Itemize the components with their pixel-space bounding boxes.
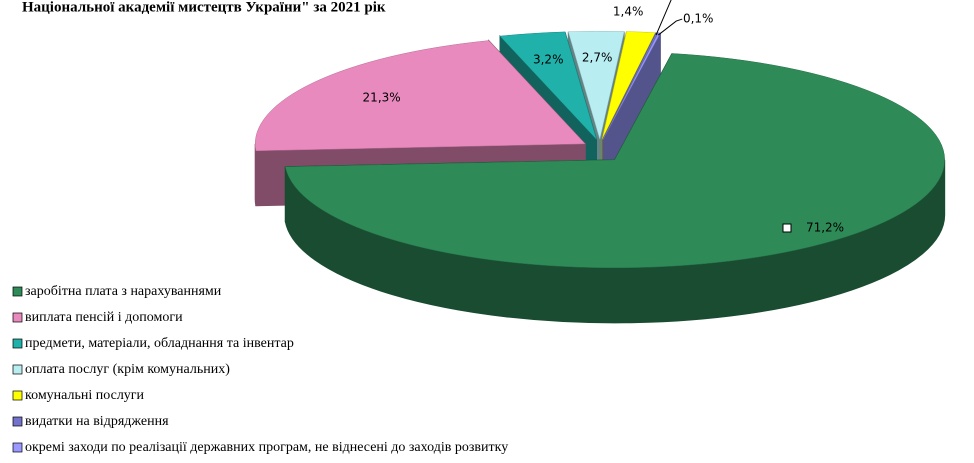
legend-swatch — [12, 364, 23, 375]
legend-swatch — [12, 312, 23, 323]
leader-line — [655, 0, 672, 36]
slice-group — [284, 53, 946, 324]
slice — [255, 40, 586, 152]
legend-label: комунальні послуги — [25, 388, 145, 403]
leader-line — [657, 18, 683, 36]
data-label: 71,2% — [806, 221, 844, 235]
data-label: 1,4% — [613, 5, 644, 19]
chart-title: Національної академії мистецтв України" … — [22, 0, 386, 15]
legend-swatch — [12, 416, 23, 427]
legend-label: предмети, матеріали, обладнання та інвен… — [25, 336, 294, 351]
data-label: 21,3% — [363, 90, 401, 104]
slice — [567, 30, 625, 141]
data-label: 3,2% — [533, 52, 564, 66]
legend-swatch — [12, 442, 23, 453]
legend-label: виплата пенсій і допомоги — [25, 310, 183, 325]
slice — [601, 31, 656, 140]
legend-label: заробітна плата з нарахуваннями — [25, 284, 222, 299]
legend-swatch — [12, 286, 23, 297]
slice-outer-side — [254, 143, 257, 206]
legend-label: оплата послуг (крім комунальних) — [25, 362, 230, 377]
legend-swatch — [12, 338, 23, 349]
legend-label: видатки на відрядження — [25, 414, 169, 429]
data-label: 0,1% — [683, 12, 714, 26]
slice — [499, 31, 597, 140]
legend-label: окремі заходи по реалізації державних пр… — [25, 440, 508, 455]
legend-swatch — [12, 390, 23, 401]
data-label: 2,7% — [582, 51, 613, 65]
slice — [285, 53, 945, 269]
label-key — [782, 223, 792, 233]
